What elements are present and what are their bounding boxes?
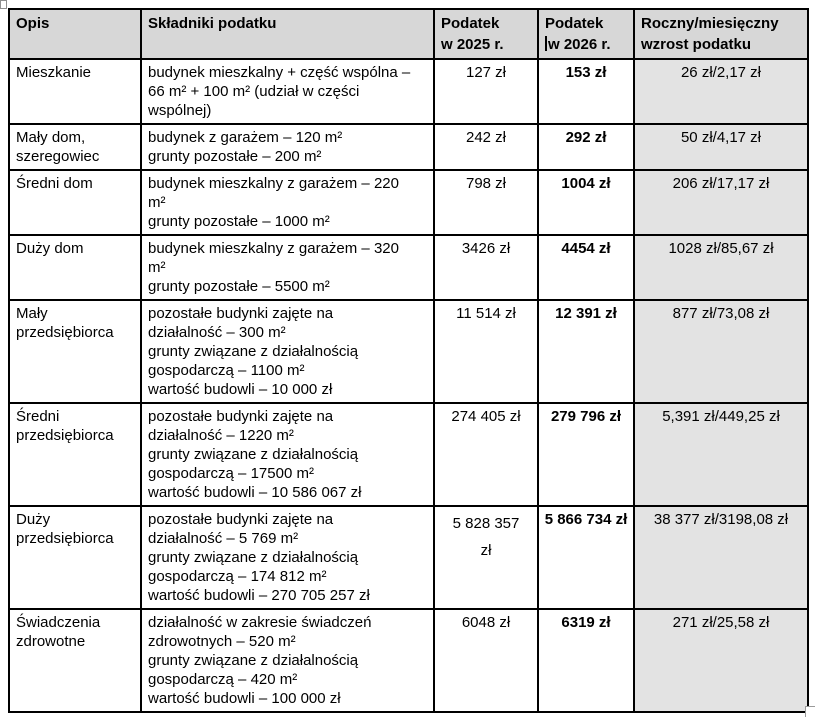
table-row: Świadczenia zdrowotne działalność w zakr…	[8, 608, 809, 713]
cell-podatek-2025[interactable]: 6048 zł	[433, 608, 539, 713]
cell-podatek-2026[interactable]: 153 zł	[537, 58, 635, 125]
cell-wzrost[interactable]: 5,391 zł/449,25 zł	[633, 402, 809, 507]
table-resize-handle[interactable]	[805, 706, 815, 717]
cell-podatek-2025[interactable]: 798 zł	[433, 169, 539, 236]
cell-wzrost[interactable]: 50 zł/4,17 zł	[633, 123, 809, 171]
header-podatek-2026[interactable]: Podatek w 2026 r.	[537, 8, 635, 60]
cell-opis[interactable]: Świadczenia zdrowotne	[8, 608, 142, 713]
table-move-handle[interactable]	[0, 0, 7, 9]
table-row: Duży przedsiębiorca pozostałe budynki za…	[8, 505, 809, 610]
cell-skladniki[interactable]: budynek z garażem – 120 m² grunty pozost…	[140, 123, 435, 171]
cell-podatek-2025[interactable]: 274 405 zł	[433, 402, 539, 507]
table-row: Mieszkanie budynek mieszkalny + część ws…	[8, 58, 809, 125]
cell-opis[interactable]: Duży przedsiębiorca	[8, 505, 142, 610]
header-wzrost-podatku[interactable]: Roczny/miesięczny wzrost podatku	[633, 8, 809, 60]
cell-podatek-2026[interactable]: 12 391 zł	[537, 299, 635, 404]
cell-podatek-2025[interactable]: 127 zł	[433, 58, 539, 125]
header-podatek-2026-line2: w 2026 r.	[548, 36, 611, 53]
cell-podatek-2025[interactable]: 11 514 zł	[433, 299, 539, 404]
tax-comparison-table: Opis Składniki podatku Podatek w 2025 r.…	[8, 8, 809, 713]
table-header-row: Opis Składniki podatku Podatek w 2025 r.…	[8, 8, 809, 60]
text-cursor-caret	[545, 36, 547, 51]
table-row: Mały przedsiębiorca pozostałe budynki za…	[8, 299, 809, 404]
header-opis[interactable]: Opis	[8, 8, 142, 60]
table-row: Średni dom budynek mieszkalny z garażem …	[8, 169, 809, 236]
cell-opis[interactable]: Duży dom	[8, 234, 142, 301]
cell-skladniki[interactable]: pozostałe budynki zajęte na działalność …	[140, 299, 435, 404]
header-skladniki-podatku[interactable]: Składniki podatku	[140, 8, 435, 60]
cell-podatek-2026[interactable]: 292 zł	[537, 123, 635, 171]
cell-wzrost[interactable]: 206 zł/17,17 zł	[633, 169, 809, 236]
cell-wzrost[interactable]: 877 zł/73,08 zł	[633, 299, 809, 404]
cell-wzrost[interactable]: 1028 zł/85,67 zł	[633, 234, 809, 301]
cell-podatek-2026[interactable]: 279 796 zł	[537, 402, 635, 507]
cell-wzrost[interactable]: 38 377 zł/3198,08 zł	[633, 505, 809, 610]
table-row: Średni przedsiębiorca pozostałe budynki …	[8, 402, 809, 507]
cell-skladniki[interactable]: budynek mieszkalny + część wspólna – 66 …	[140, 58, 435, 125]
cell-podatek-2026[interactable]: 5 866 734 zł	[537, 505, 635, 610]
table-row: Duży dom budynek mieszkalny z garażem – …	[8, 234, 809, 301]
cell-skladniki[interactable]: budynek mieszkalny z garażem – 320 m² gr…	[140, 234, 435, 301]
table-row: Mały dom, szeregowiec budynek z garażem …	[8, 123, 809, 171]
cell-skladniki[interactable]: pozostałe budynki zajęte na działalność …	[140, 402, 435, 507]
cell-wzrost[interactable]: 271 zł/25,58 zł	[633, 608, 809, 713]
cell-podatek-2025[interactable]: 5 828 357 zł	[433, 505, 539, 610]
cell-wzrost[interactable]: 26 zł/2,17 zł	[633, 58, 809, 125]
cell-podatek-2026[interactable]: 1004 zł	[537, 169, 635, 236]
cell-podatek-2025[interactable]: 242 zł	[433, 123, 539, 171]
cell-opis[interactable]: Mały dom, szeregowiec	[8, 123, 142, 171]
cell-opis[interactable]: Mieszkanie	[8, 58, 142, 125]
cell-podatek-2026[interactable]: 4454 zł	[537, 234, 635, 301]
cell-skladniki[interactable]: budynek mieszkalny z garażem – 220 m² gr…	[140, 169, 435, 236]
cell-podatek-2025[interactable]: 3426 zł	[433, 234, 539, 301]
header-podatek-2026-line1: Podatek	[545, 15, 604, 32]
cell-podatek-2026[interactable]: 6319 zł	[537, 608, 635, 713]
header-podatek-2025[interactable]: Podatek w 2025 r.	[433, 8, 539, 60]
cell-skladniki[interactable]: działalność w zakresie świadczeń zdrowot…	[140, 608, 435, 713]
cell-skladniki[interactable]: pozostałe budynki zajęte na działalność …	[140, 505, 435, 610]
cell-opis[interactable]: Mały przedsiębiorca	[8, 299, 142, 404]
cell-opis[interactable]: Średni przedsiębiorca	[8, 402, 142, 507]
cell-opis[interactable]: Średni dom	[8, 169, 142, 236]
